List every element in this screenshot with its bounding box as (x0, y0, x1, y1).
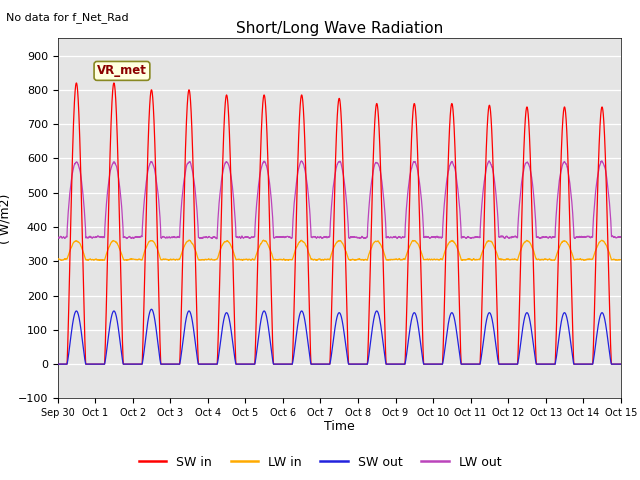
SW in (54, 361, 61, 367)
LW out (617, 234, 625, 240)
LW out (598, 158, 606, 164)
SW out (465, 361, 473, 367)
X-axis label: Time: Time (324, 420, 355, 432)
LW out (213, 236, 221, 242)
LW out (586, 235, 594, 240)
LW in (281, 258, 289, 264)
Title: Short/Long Wave Radiation: Short/Long Wave Radiation (236, 21, 443, 36)
SW in (72, 80, 80, 86)
SW out (245, 361, 253, 367)
SW out (586, 361, 594, 367)
LW in (617, 257, 625, 263)
LW out (481, 172, 489, 178)
Line: LW out: LW out (58, 161, 621, 239)
LW out (245, 235, 253, 241)
SW out (148, 306, 156, 312)
LW in (54, 256, 61, 262)
Text: No data for f_Net_Rad: No data for f_Net_Rad (6, 12, 129, 23)
SW in (593, 203, 601, 209)
Line: LW in: LW in (58, 240, 621, 261)
SW out (54, 361, 61, 367)
Y-axis label: ( W/m2): ( W/m2) (0, 193, 12, 243)
LW out (54, 234, 61, 240)
SW in (245, 361, 253, 367)
SW in (465, 361, 473, 367)
Line: SW out: SW out (58, 309, 621, 364)
SW in (586, 361, 594, 367)
SW in (321, 361, 328, 367)
SW out (617, 361, 625, 367)
LW in (593, 244, 601, 250)
LW out (593, 176, 601, 182)
LW out (465, 234, 473, 240)
Text: VR_met: VR_met (97, 64, 147, 77)
SW out (481, 325, 489, 331)
SW out (593, 330, 601, 336)
SW out (321, 361, 328, 367)
SW in (481, 178, 489, 184)
LW out (321, 234, 328, 240)
LW in (186, 237, 193, 243)
LW in (465, 256, 473, 262)
LW in (321, 256, 328, 262)
SW in (617, 361, 625, 367)
LW in (245, 256, 253, 262)
Line: SW in: SW in (58, 83, 621, 364)
Legend: SW in, LW in, SW out, LW out: SW in, LW in, SW out, LW out (134, 451, 506, 474)
LW in (481, 242, 489, 248)
LW in (586, 256, 594, 262)
